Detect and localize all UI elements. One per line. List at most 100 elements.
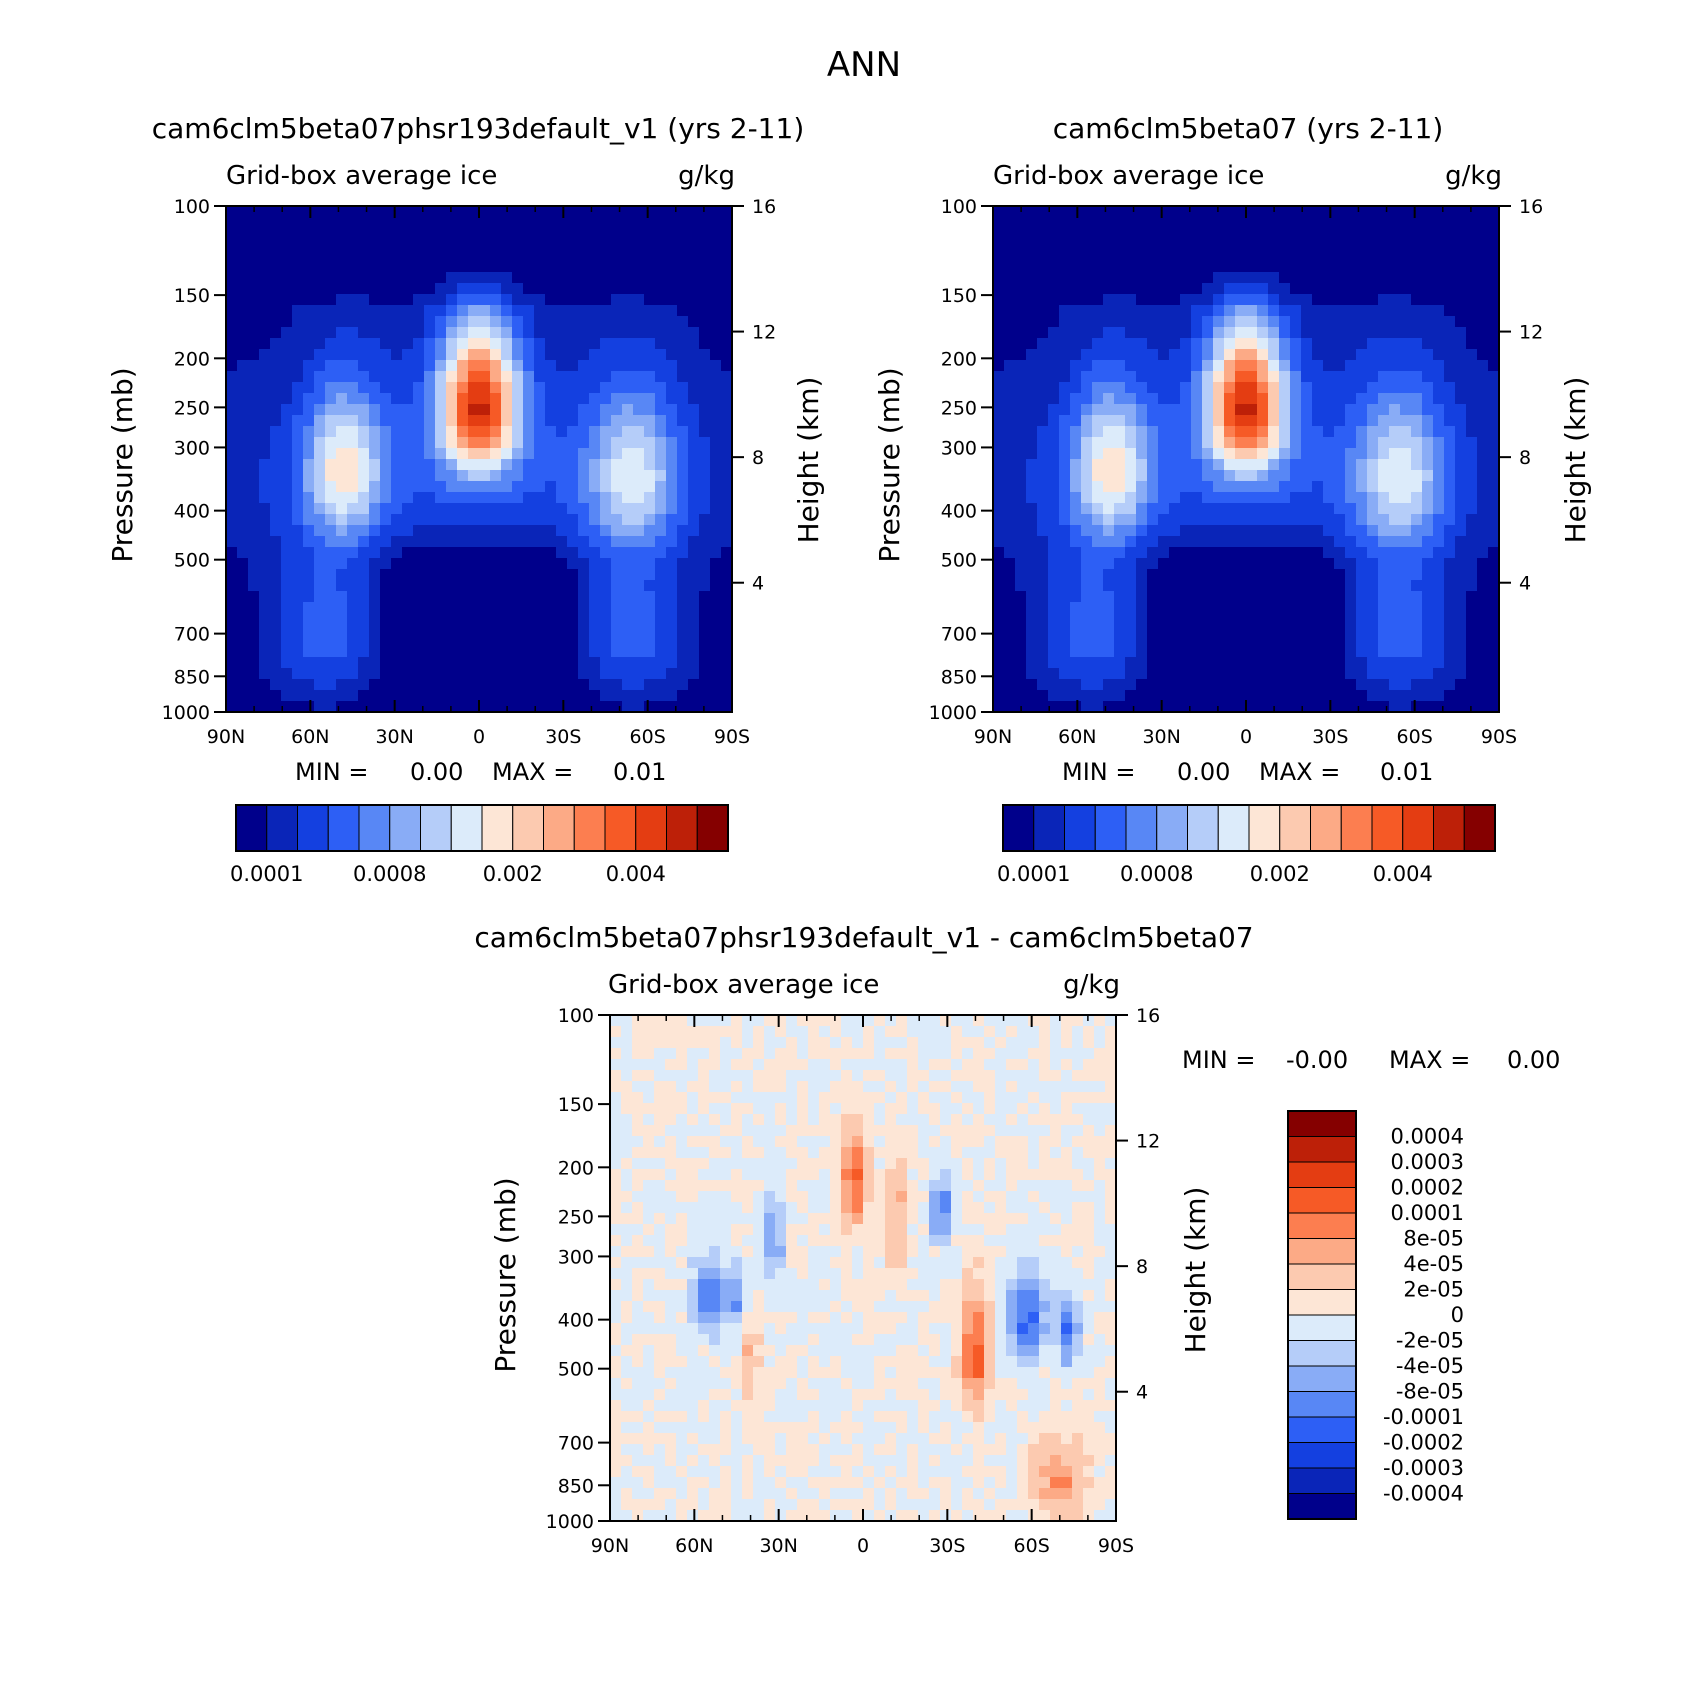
contour-cell — [709, 1378, 721, 1390]
contour-cell — [1334, 470, 1346, 482]
contour-cell — [632, 1026, 644, 1038]
contour-cell — [424, 624, 436, 636]
contour-cell — [1488, 239, 1500, 251]
contour-cell — [1136, 624, 1148, 636]
contour-cell — [1158, 591, 1170, 603]
contour-cell — [347, 635, 359, 647]
contour-cell — [1356, 536, 1368, 548]
contour-cell — [710, 415, 722, 427]
contour-cell — [435, 404, 447, 416]
contour-cell — [1037, 525, 1049, 537]
contour-cell — [534, 305, 546, 317]
contour-cell — [468, 349, 480, 361]
contour-cell — [424, 217, 436, 229]
contour-cell — [402, 569, 414, 581]
contour-cell — [457, 481, 469, 493]
contour-cell — [1433, 657, 1445, 669]
contour-cell — [600, 228, 612, 240]
contour-cell — [336, 404, 348, 416]
contour-cell — [644, 459, 656, 471]
contour-cell — [644, 360, 656, 372]
contour-cell — [391, 294, 403, 306]
contour-cell — [1092, 206, 1104, 218]
contour-cell — [731, 1059, 743, 1071]
contour-cell — [325, 294, 337, 306]
contour-cell — [1477, 492, 1489, 504]
contour-cell — [698, 1136, 710, 1148]
contour-cell — [687, 1510, 699, 1522]
contour-cell — [1301, 437, 1313, 449]
contour-cell — [665, 1246, 677, 1258]
contour-cell — [677, 558, 689, 570]
contour-cell — [1279, 646, 1291, 658]
contour-cell — [665, 1290, 677, 1302]
contour-cell — [677, 646, 689, 658]
contour-cell — [1246, 393, 1258, 405]
contour-cell — [1444, 602, 1456, 614]
contour-cell — [1213, 338, 1225, 350]
panel-test-units: g/kg — [678, 161, 735, 191]
contour-cell — [600, 602, 612, 614]
contour-cell — [534, 657, 546, 669]
contour-cell — [512, 272, 524, 284]
contour-cell — [1477, 481, 1489, 493]
contour-cell — [523, 404, 535, 416]
contour-cell — [632, 1488, 644, 1500]
contour-cell — [731, 1367, 743, 1379]
contour-cell — [699, 371, 711, 383]
contour-cell — [688, 393, 700, 405]
contour-cell — [1092, 272, 1104, 284]
contour-cell — [358, 261, 370, 273]
contour-cell — [556, 228, 568, 240]
contour-cell — [358, 701, 370, 713]
contour-cell — [501, 426, 513, 438]
contour-cell — [468, 217, 480, 229]
contour-cell — [666, 349, 678, 361]
contour-cell — [1125, 547, 1137, 559]
contour-cell — [1312, 294, 1324, 306]
contour-cell — [347, 437, 359, 449]
contour-cell — [1224, 360, 1236, 372]
contour-cell — [632, 1356, 644, 1368]
contour-cell — [600, 514, 612, 526]
contour-cell — [567, 327, 579, 339]
panel-diff-units: g/kg — [1063, 970, 1120, 1000]
panel-ctrl-ylabel: Pressure (mb) — [873, 367, 906, 562]
contour-cell — [1081, 679, 1093, 691]
contour-cell — [490, 459, 502, 471]
contour-cell — [1356, 316, 1368, 328]
contour-cell — [644, 679, 656, 691]
contour-cell — [710, 646, 722, 658]
contour-cell — [468, 657, 480, 669]
contour-cell — [402, 459, 414, 471]
contour-cell — [677, 569, 689, 581]
contour-cell — [1037, 613, 1049, 625]
contour-cell — [402, 624, 414, 636]
contour-cell — [1202, 569, 1214, 581]
contour-cell — [710, 591, 722, 603]
contour-cell — [1015, 635, 1027, 647]
contour-cell — [1136, 613, 1148, 625]
contour-cell — [993, 217, 1005, 229]
contour-cell — [523, 261, 535, 273]
contour-cell — [523, 327, 535, 339]
contour-cell — [534, 569, 546, 581]
contour-cell — [1158, 239, 1170, 251]
contour-cell — [1301, 217, 1313, 229]
contour-cell — [1378, 602, 1390, 614]
contour-cell — [643, 1059, 655, 1071]
contour-cell — [611, 701, 623, 713]
contour-cell — [1367, 371, 1379, 383]
contour-cell — [523, 349, 535, 361]
contour-cell — [457, 294, 469, 306]
contour-cell — [687, 1180, 699, 1192]
contour-cell — [1301, 690, 1313, 702]
contour-cell — [677, 294, 689, 306]
contour-cell — [1213, 646, 1225, 658]
contour-cell — [578, 690, 590, 702]
contour-cell — [314, 250, 326, 262]
contour-cell — [1147, 349, 1159, 361]
contour-cell — [1103, 305, 1115, 317]
contour-cell — [1279, 305, 1291, 317]
contour-cell — [402, 679, 414, 691]
